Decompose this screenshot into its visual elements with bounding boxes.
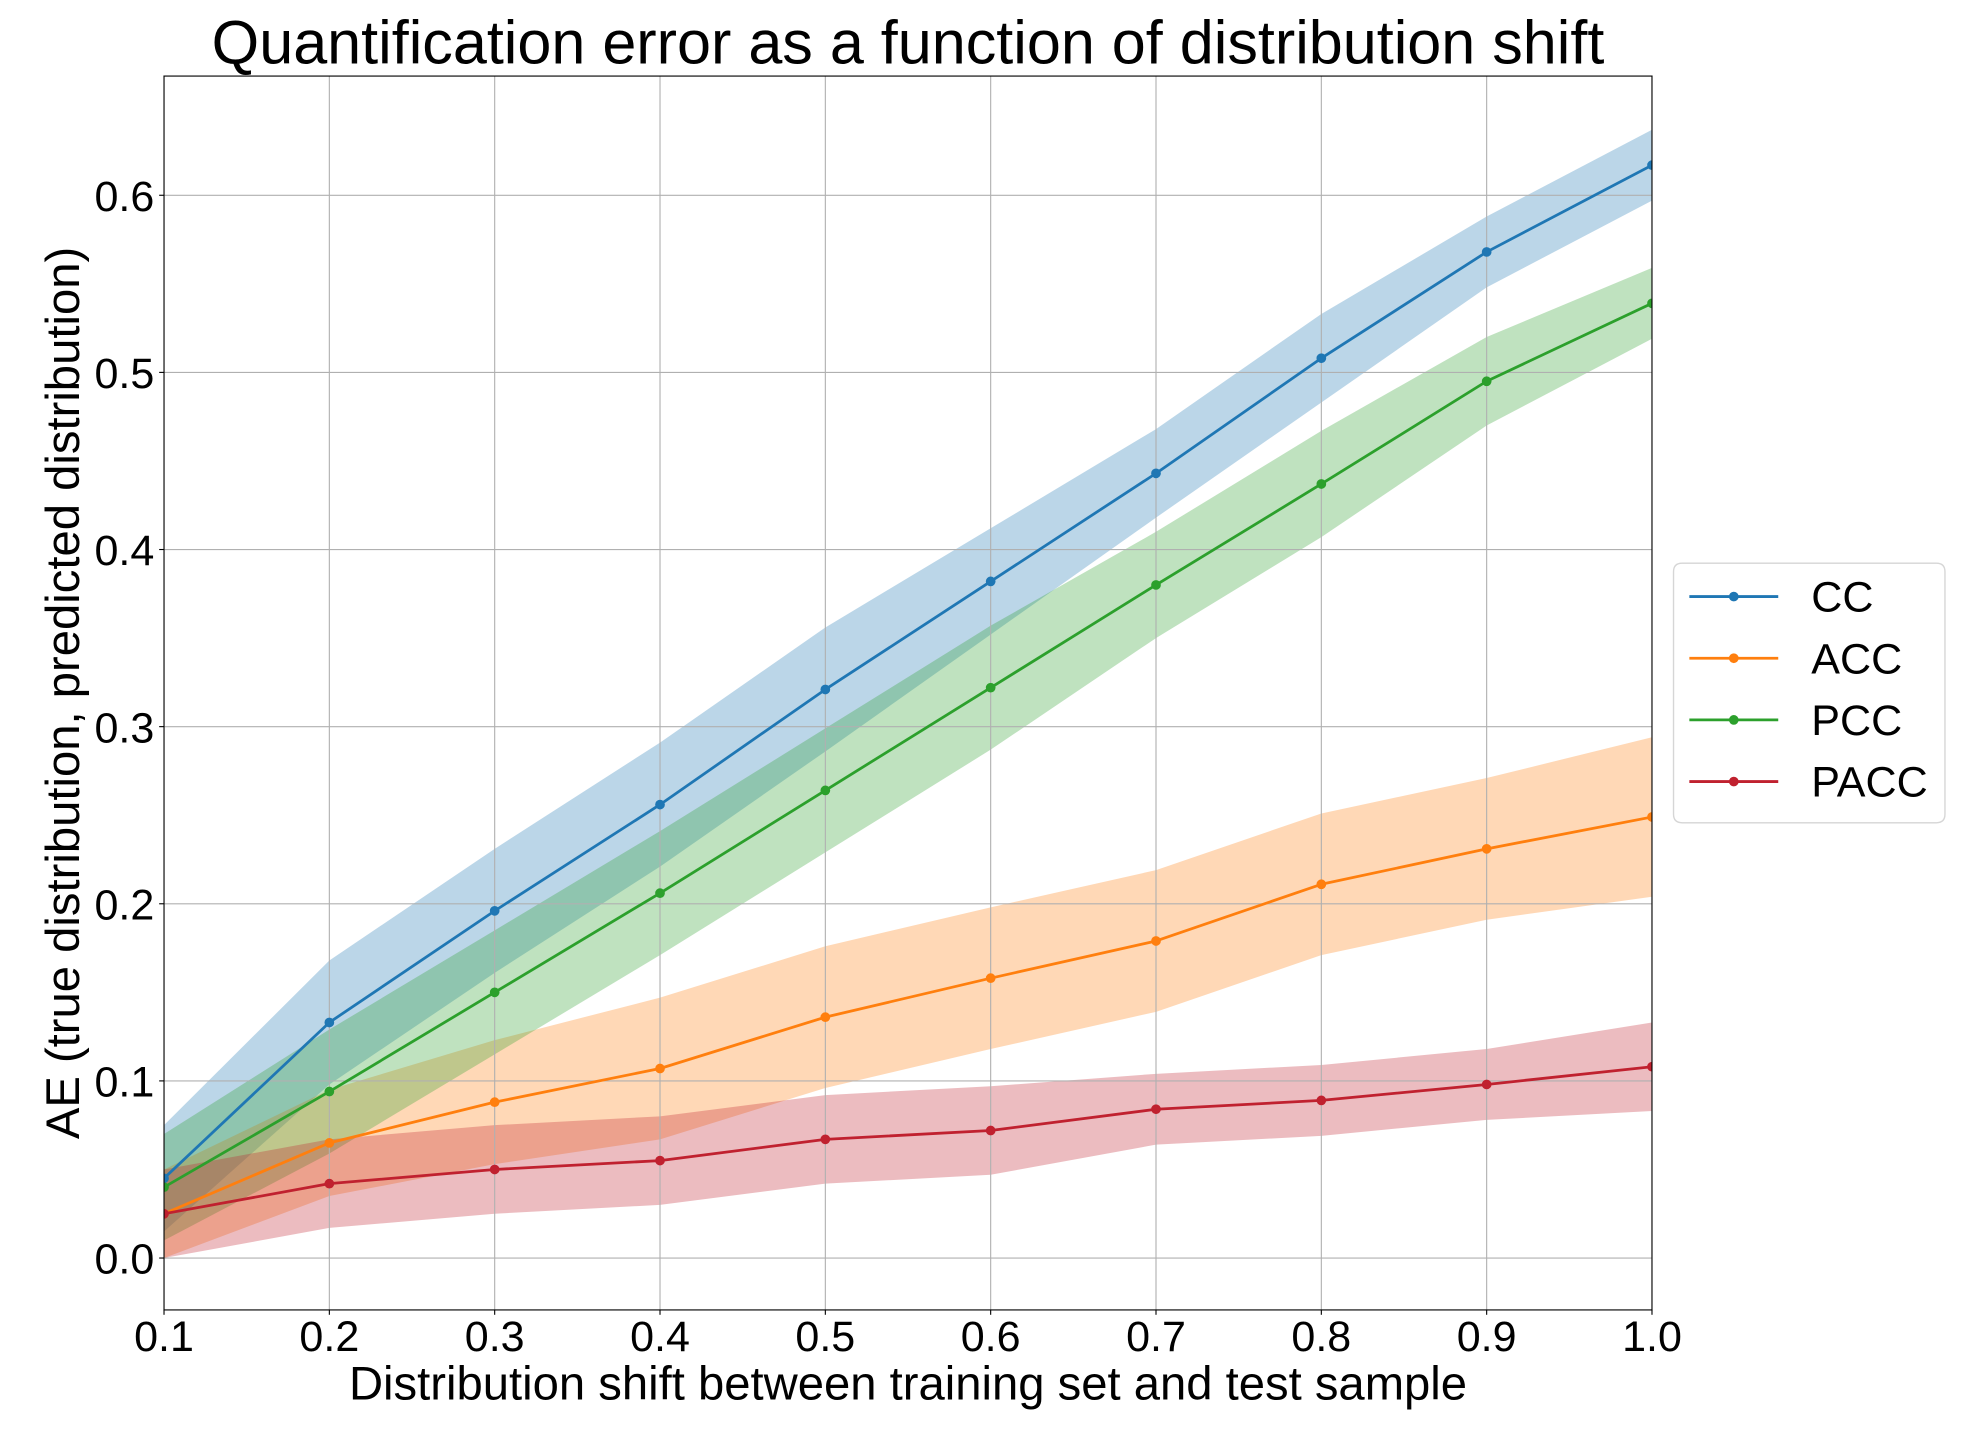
svg-text:0.6: 0.6 xyxy=(961,1313,1021,1361)
svg-text:Quantification error as a func: Quantification error as a function of di… xyxy=(212,8,1605,76)
svg-text:0.8: 0.8 xyxy=(1291,1313,1351,1361)
svg-text:0.3: 0.3 xyxy=(465,1313,525,1361)
svg-text:0.6: 0.6 xyxy=(94,173,154,221)
svg-text:0.7: 0.7 xyxy=(1126,1313,1186,1361)
svg-text:1.0: 1.0 xyxy=(1622,1313,1682,1361)
svg-text:PACC: PACC xyxy=(1811,759,1927,807)
svg-text:0.5: 0.5 xyxy=(795,1313,855,1361)
svg-text:0.4: 0.4 xyxy=(94,527,154,575)
svg-text:0.2: 0.2 xyxy=(94,881,154,929)
svg-text:0.2: 0.2 xyxy=(299,1313,359,1361)
svg-text:PCC: PCC xyxy=(1811,697,1902,745)
svg-text:0.5: 0.5 xyxy=(94,350,154,398)
svg-text:0.4: 0.4 xyxy=(630,1313,690,1361)
svg-text:0.0: 0.0 xyxy=(94,1236,154,1284)
svg-text:CC: CC xyxy=(1811,574,1873,622)
svg-text:Distribution shift between tra: Distribution shift between training set … xyxy=(349,1358,1467,1411)
svg-text:0.1: 0.1 xyxy=(134,1313,194,1361)
svg-text:0.1: 0.1 xyxy=(94,1059,154,1107)
svg-text:ACC: ACC xyxy=(1811,635,1902,683)
svg-text:AE (true distribution, predict: AE (true distribution, predicted distrib… xyxy=(37,247,90,1139)
svg-text:0.9: 0.9 xyxy=(1457,1313,1517,1361)
svg-text:0.3: 0.3 xyxy=(94,704,154,752)
